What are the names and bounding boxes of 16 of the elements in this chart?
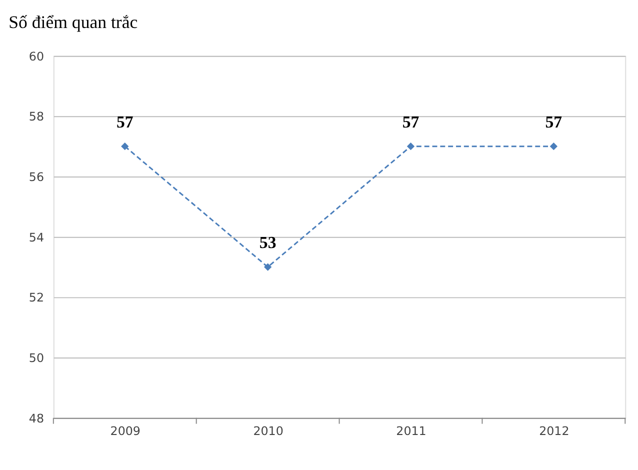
data-label: 53 [259, 233, 276, 252]
y-tick-label: 60 [28, 49, 44, 64]
x-tick-label: 2011 [396, 424, 426, 438]
y-tick-label: 52 [28, 290, 44, 305]
data-label: 57 [545, 112, 562, 132]
y-tick-label: 50 [28, 350, 44, 365]
y-tick-label: 48 [28, 411, 44, 426]
data-label: 57 [116, 112, 134, 132]
y-tick-label: 58 [28, 110, 44, 124]
x-tick-label: 2010 [253, 424, 284, 438]
y-tick-label: 54 [28, 230, 44, 244]
chart-title: Số điểm quan trắc [8, 12, 138, 32]
x-tick-label: 2009 [110, 424, 140, 438]
data-label: 57 [402, 112, 420, 132]
y-tick-label: 56 [28, 170, 44, 184]
x-tick-label: 2012 [539, 424, 570, 438]
